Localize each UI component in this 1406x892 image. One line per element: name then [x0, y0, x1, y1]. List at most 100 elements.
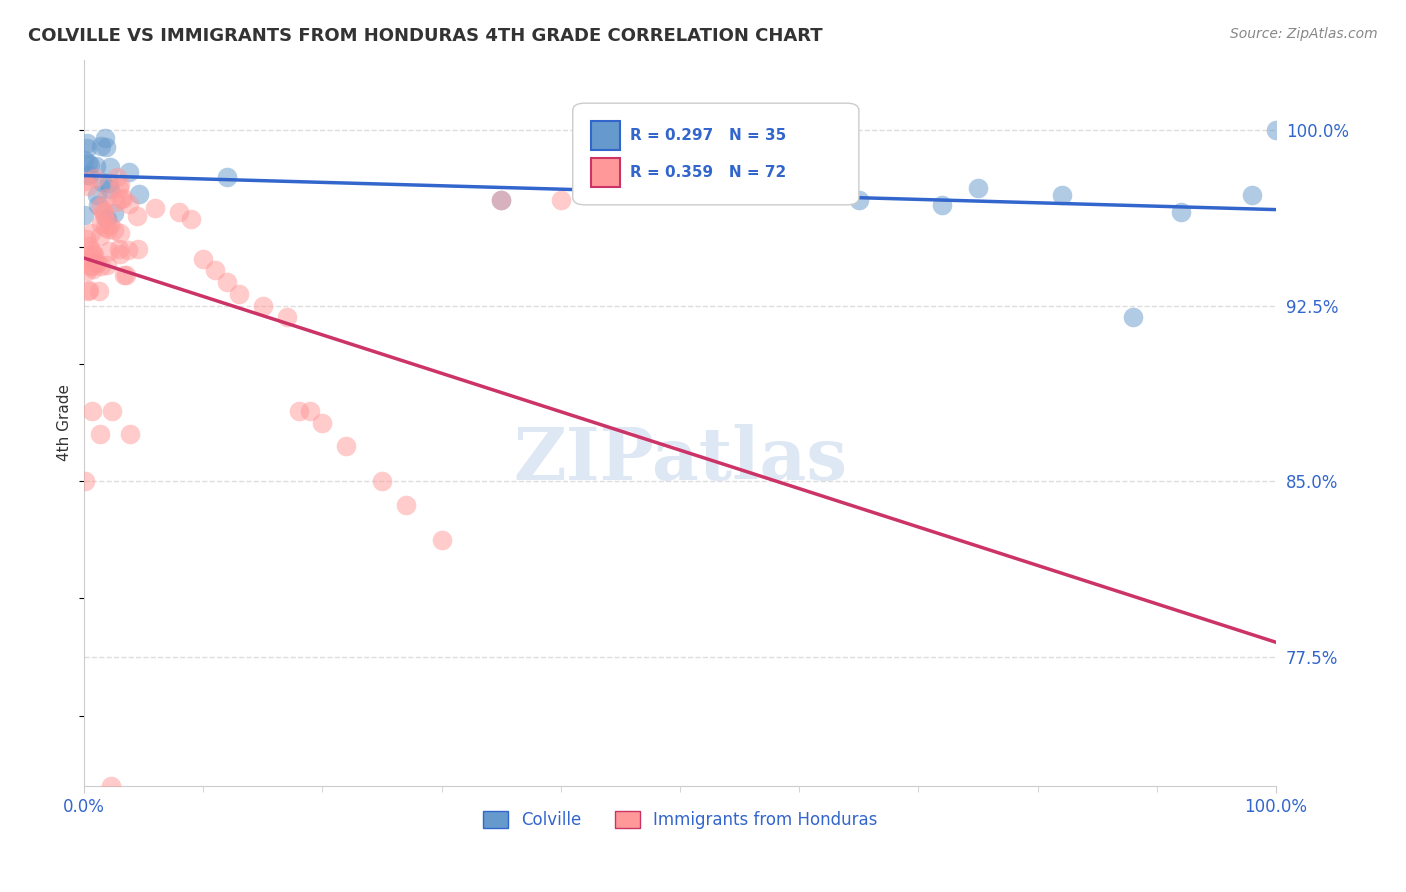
Point — [77, 284, 100, 298]
Text: ZIPatlas: ZIPatlas — [513, 424, 846, 494]
Point — [574, 181, 596, 195]
Point — [108, 242, 131, 256]
Point — [87, 284, 110, 298]
Point — [371, 475, 394, 489]
Point — [73, 174, 96, 188]
Y-axis label: 4th Grade: 4th Grade — [58, 384, 72, 461]
Point — [105, 170, 128, 185]
Point — [76, 264, 98, 278]
Bar — [591, 158, 620, 186]
Point — [77, 155, 100, 169]
Point — [76, 141, 98, 155]
Point — [80, 250, 103, 264]
Point — [110, 192, 132, 206]
Point — [114, 268, 136, 282]
Point — [103, 223, 125, 237]
Point — [91, 175, 114, 189]
Point — [89, 427, 111, 442]
Point — [215, 169, 238, 184]
Point — [103, 206, 125, 220]
Point — [79, 158, 101, 172]
Point — [75, 168, 97, 182]
Point — [299, 404, 322, 418]
Point — [77, 179, 100, 194]
Point — [98, 219, 121, 233]
Point — [82, 246, 104, 260]
Point — [98, 161, 121, 175]
Point — [83, 247, 105, 261]
Point — [96, 212, 118, 227]
Point — [1122, 310, 1144, 325]
Point — [395, 498, 418, 512]
Point — [215, 275, 238, 289]
Point — [1050, 188, 1073, 202]
Point — [120, 427, 142, 442]
Point — [90, 260, 112, 274]
Point — [89, 200, 111, 214]
Point — [80, 243, 103, 257]
Point — [86, 159, 108, 173]
Point — [252, 299, 274, 313]
Point — [335, 439, 357, 453]
Point — [75, 231, 97, 245]
Point — [489, 193, 512, 207]
Point — [80, 404, 103, 418]
Point — [77, 239, 100, 253]
Point — [93, 206, 115, 220]
Point — [84, 170, 107, 185]
Point — [97, 176, 120, 190]
Legend: Colville, Immigrants from Honduras: Colville, Immigrants from Honduras — [477, 804, 884, 836]
Point — [118, 165, 141, 179]
Point — [84, 255, 107, 269]
Point — [311, 416, 333, 430]
Point — [111, 191, 134, 205]
Point — [86, 188, 108, 202]
Point — [96, 140, 118, 154]
Point — [193, 252, 215, 266]
Point — [90, 217, 112, 231]
Bar — [591, 121, 620, 151]
Point — [967, 181, 990, 195]
Point — [94, 219, 117, 234]
Text: R = 0.359   N = 72: R = 0.359 N = 72 — [630, 165, 786, 179]
Point — [550, 193, 572, 207]
Point — [108, 247, 131, 261]
Point — [97, 221, 120, 235]
Point — [110, 226, 132, 240]
Point — [1241, 188, 1264, 202]
Point — [80, 227, 103, 241]
Point — [931, 198, 953, 212]
Point — [104, 194, 127, 209]
Text: COLVILLE VS IMMIGRANTS FROM HONDURAS 4TH GRADE CORRELATION CHART: COLVILLE VS IMMIGRANTS FROM HONDURAS 4TH… — [28, 27, 823, 45]
Point — [112, 268, 135, 282]
Point — [93, 205, 115, 219]
Point — [98, 181, 121, 195]
Point — [143, 201, 166, 215]
Point — [430, 533, 453, 547]
Point — [89, 229, 111, 244]
Point — [128, 186, 150, 201]
Point — [228, 286, 250, 301]
Point — [82, 262, 104, 277]
Point — [100, 779, 122, 793]
Text: R = 0.297   N = 35: R = 0.297 N = 35 — [630, 128, 786, 144]
Point — [169, 205, 191, 219]
Point — [489, 193, 512, 207]
Text: Source: ZipAtlas.com: Source: ZipAtlas.com — [1230, 27, 1378, 41]
Point — [94, 211, 117, 226]
Point — [1170, 205, 1192, 219]
Point — [87, 198, 110, 212]
Point — [101, 404, 124, 418]
Point — [77, 169, 100, 183]
Point — [80, 259, 103, 273]
Point — [848, 193, 870, 207]
Point — [79, 260, 101, 274]
Point — [287, 404, 309, 418]
Point — [204, 263, 226, 277]
Point — [73, 153, 96, 168]
Point — [180, 211, 202, 226]
Point — [86, 256, 108, 270]
Point — [76, 136, 98, 151]
Point — [73, 475, 96, 489]
Point — [125, 209, 148, 223]
